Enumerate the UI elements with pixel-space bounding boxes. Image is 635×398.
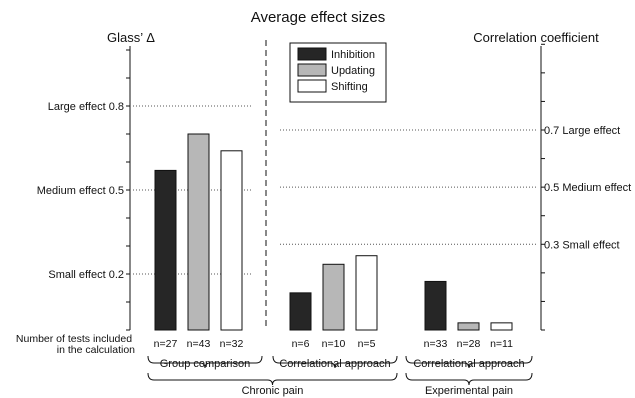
test-count-label: n=43 (187, 338, 211, 350)
bars (154, 133, 513, 331)
left-threshold-label: Small effect 0.2 (48, 269, 124, 281)
test-count-label: n=27 (154, 338, 178, 350)
left-axis-ticks (126, 49, 130, 331)
bar-inhibition (424, 280, 447, 331)
bar-shifting (490, 322, 513, 331)
group-label: Correlational approach (413, 358, 524, 370)
legend-label-updating: Updating (331, 65, 375, 77)
left-threshold-label: Large effect 0.8 (48, 101, 124, 113)
counts-row-label: Number of tests included in the calculat… (16, 333, 135, 356)
left-threshold-label: Medium effect 0.5 (37, 185, 124, 197)
legend-swatch-shifting (297, 79, 327, 93)
group-bracket (147, 355, 263, 369)
right-threshold-label: 0.3 Small effect (544, 239, 620, 251)
group-bracket (272, 355, 398, 369)
test-count-label: n=11 (490, 338, 513, 350)
legend-label-inhibition: Inhibition (331, 49, 375, 61)
legend: Inhibition Updating Shifting (289, 42, 387, 103)
test-count-label: n=6 (292, 338, 310, 350)
test-count-label: n=33 (424, 338, 448, 350)
bar-updating (187, 133, 210, 331)
legend-swatch-inhibition (297, 47, 327, 61)
right-axis-label: Correlation coefficient (473, 30, 599, 45)
group-label: Group comparison (160, 358, 251, 370)
bar-inhibition (154, 169, 177, 331)
test-counts: n=27 n=43 n=32 n=6 n=10 n=5 n=33 n=28 n=11 (154, 338, 513, 350)
reference-lines: Large effect 0.8 Medium effect 0.5 Small e… (37, 101, 631, 281)
right-threshold-label: 0.7 Large effect (544, 125, 620, 137)
bar-updating (457, 322, 480, 331)
legend-label-shifting: Shifting (331, 81, 368, 93)
condition-bracket (405, 372, 533, 386)
right-threshold-label: 0.5 Medium effect (544, 182, 631, 194)
group-bracket (405, 355, 533, 369)
bar-updating (322, 263, 345, 331)
test-count-label: n=5 (358, 338, 376, 350)
bar-inhibition (289, 292, 312, 331)
test-count-label: n=28 (457, 338, 481, 350)
test-count-label: n=32 (220, 338, 244, 350)
test-count-label: n=10 (322, 338, 346, 350)
group-label: Correlational approach (279, 358, 390, 370)
left-axis-label: Glass’ Δ (107, 30, 155, 45)
group-brackets: Group comparison Correlational approach Co… (147, 355, 533, 397)
condition-label: Chronic pain (242, 385, 304, 397)
chart-title: Average effect sizes (251, 9, 386, 26)
bar-shifting (220, 150, 243, 331)
bar-shifting (355, 255, 378, 331)
right-axis-ticks (541, 43, 545, 331)
legend-swatch-updating (297, 63, 327, 77)
condition-bracket (147, 372, 398, 386)
condition-label: Experimental pain (425, 385, 513, 397)
